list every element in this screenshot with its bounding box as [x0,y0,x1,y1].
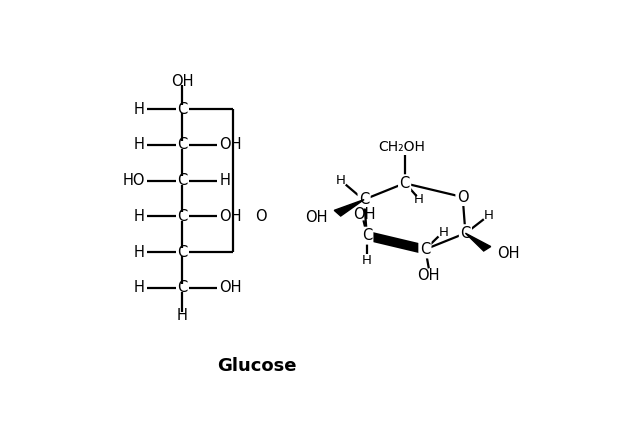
Text: OH: OH [353,207,376,222]
Text: C: C [177,245,187,260]
Text: H: H [484,209,494,222]
Text: H: H [134,138,145,152]
Text: C: C [177,209,187,224]
Text: C: C [399,176,410,191]
Text: H: H [414,193,424,206]
Text: OH: OH [305,210,328,225]
Text: OH: OH [219,280,242,295]
Text: O: O [457,189,469,205]
Text: C: C [177,102,187,116]
Text: O: O [255,209,266,224]
Polygon shape [466,233,491,251]
Text: C: C [177,138,187,152]
Text: OH: OH [219,209,242,224]
Text: H: H [438,226,448,239]
Text: OH: OH [171,74,194,89]
Text: OH: OH [418,268,440,283]
Text: H: H [362,254,372,268]
Text: HO: HO [122,173,145,188]
Text: C: C [359,192,369,207]
Text: C: C [460,226,471,241]
Text: Glucose: Glucose [217,357,297,375]
Text: H: H [134,102,145,116]
Text: CH₂OH: CH₂OH [379,140,426,154]
Text: H: H [336,174,346,187]
Text: H: H [219,173,231,188]
Text: H: H [134,209,145,224]
Text: H: H [134,280,145,295]
Text: H: H [177,308,187,323]
Text: OH: OH [497,246,519,261]
Polygon shape [334,200,364,216]
Text: H: H [134,245,145,260]
Text: C: C [177,173,187,188]
Text: C: C [420,242,430,257]
Text: OH: OH [219,138,242,152]
Text: C: C [177,280,187,295]
Text: C: C [362,228,372,243]
